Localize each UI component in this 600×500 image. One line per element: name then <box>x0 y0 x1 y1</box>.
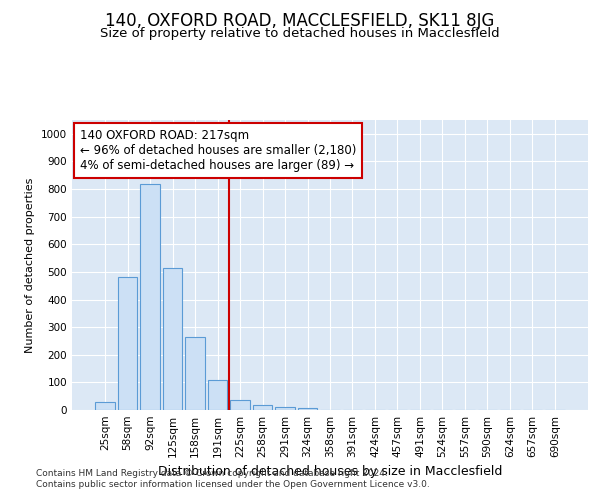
Text: Contains public sector information licensed under the Open Government Licence v3: Contains public sector information licen… <box>36 480 430 489</box>
Bar <box>298 408 317 410</box>
Bar <box>163 268 182 410</box>
Bar <box>118 278 137 410</box>
Text: Size of property relative to detached houses in Macclesfield: Size of property relative to detached ho… <box>100 28 500 40</box>
Bar <box>275 406 295 410</box>
Bar <box>230 400 250 410</box>
Y-axis label: Number of detached properties: Number of detached properties <box>25 178 35 352</box>
Bar <box>185 337 205 410</box>
Text: Contains HM Land Registry data © Crown copyright and database right 2024.: Contains HM Land Registry data © Crown c… <box>36 468 388 477</box>
Bar <box>208 380 227 410</box>
Text: 140, OXFORD ROAD, MACCLESFIELD, SK11 8JG: 140, OXFORD ROAD, MACCLESFIELD, SK11 8JG <box>106 12 494 30</box>
Text: 140 OXFORD ROAD: 217sqm
← 96% of detached houses are smaller (2,180)
4% of semi-: 140 OXFORD ROAD: 217sqm ← 96% of detache… <box>80 128 356 172</box>
X-axis label: Distribution of detached houses by size in Macclesfield: Distribution of detached houses by size … <box>158 466 502 478</box>
Bar <box>253 405 272 410</box>
Bar <box>95 402 115 410</box>
Bar <box>140 184 160 410</box>
